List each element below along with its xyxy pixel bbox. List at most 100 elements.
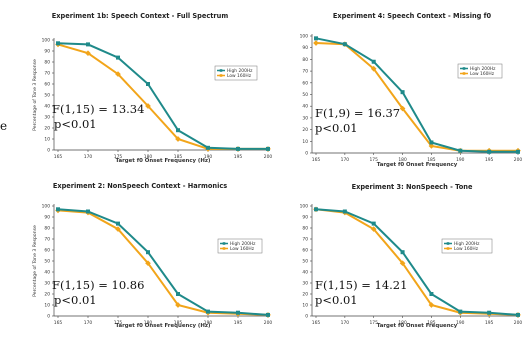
x-tick-label: 190: [456, 157, 465, 163]
x-axis-title: Target f0 Onset Frequency: [377, 323, 458, 329]
legend-box: [217, 238, 263, 254]
y-tick-label: 20: [302, 292, 308, 298]
legend-box: [457, 63, 503, 79]
y-tick-label: 70: [44, 237, 50, 243]
chart-panel-exp3: Experiment 3: NonSpeech - Tone 0 10 20 30 40 5…: [282, 176, 529, 342]
x-tick-label: 180: [144, 154, 153, 160]
y-tick-label: 20: [44, 292, 50, 298]
data-point-high: [86, 209, 90, 214]
y-tick-label: 70: [302, 69, 308, 75]
y-tick-label: 80: [302, 57, 308, 63]
data-point-high: [266, 312, 270, 317]
data-point-low: [145, 260, 151, 267]
x-tick-label: 175: [114, 154, 123, 160]
y-tick-label: 20: [44, 126, 50, 132]
chart-panel-exp2: Experiment 2: NonSpeech Context - Harmon…: [0, 176, 278, 342]
y-tick-label: 30: [44, 115, 50, 121]
stat-p-value: p<0.01: [315, 121, 358, 135]
y-tick-label: 60: [302, 80, 308, 86]
x-tick-label: 200: [264, 154, 273, 160]
stat-f-value: F(1,9) = 16.37: [315, 106, 400, 120]
data-point-high: [56, 207, 60, 212]
data-point-low: [399, 105, 406, 112]
x-axis-title: Target f0 Onset Frequency: [377, 162, 458, 168]
y-tick-label: 50: [302, 259, 308, 265]
x-tick-label: 190: [204, 154, 213, 160]
chart-svg: Experiment 3: NonSpeech - Tone 0 10 20 30 40 5…: [300, 183, 523, 329]
data-point-high: [56, 41, 60, 46]
series-line-0: [315, 208, 519, 316]
data-point-high: [371, 221, 376, 226]
chart-svg: Experiment 2: NonSpeech Context - Harmon…: [32, 182, 273, 329]
y-tick-label: 100: [42, 204, 51, 210]
data-point-high: [146, 250, 150, 255]
x-axis-title: Target f0 Onset Frequency (Hz): [116, 158, 211, 164]
y-tick-label: 80: [44, 226, 50, 232]
x-tick-label: 175: [370, 157, 379, 163]
stat-f-value: F(1,15) = 10.86: [52, 278, 144, 292]
x-tick-label: 175: [370, 320, 379, 326]
data-point-low: [428, 143, 435, 149]
stat-p-value: p<0.01: [315, 293, 358, 307]
chart-svg: Experiment 1b: Speech Context - Full Spe…: [32, 12, 273, 164]
data-point-high: [176, 292, 180, 296]
y-tick-label: 50: [44, 259, 50, 265]
series-line-1: [57, 43, 268, 150]
x-tick-label: 200: [264, 320, 273, 326]
data-point-low: [175, 302, 181, 308]
x-tick-label: 165: [312, 157, 321, 163]
y-tick-label: 70: [302, 237, 308, 243]
y-tick-label: 60: [44, 248, 50, 254]
x-tick-label: 195: [234, 320, 243, 326]
chart-title: Experiment 3: NonSpeech - Tone: [352, 183, 473, 191]
y-tick-label: 90: [44, 49, 50, 55]
data-point-high: [371, 59, 376, 64]
legend-box: [441, 238, 493, 254]
data-point-high: [400, 250, 405, 255]
y-tick-label: 20: [302, 127, 308, 133]
legend-label: Low 160Hz: [454, 246, 479, 252]
data-point-high: [116, 221, 120, 226]
data-point-high: [429, 292, 434, 296]
x-tick-label: 180: [144, 320, 153, 326]
chart-panel-exp1b: Experiment 1b: Speech Context - Full Spe…: [0, 0, 278, 176]
y-axis-title: Percentage of Tone 3 Response: [32, 59, 38, 131]
stat-f-value: F(1,15) = 14.21: [315, 278, 407, 292]
x-tick-label: 200: [514, 320, 523, 326]
x-axis-title: Target f0 Onset Frequency (Hz): [116, 323, 211, 329]
data-point-high: [458, 148, 463, 153]
x-tick-label: 195: [485, 157, 494, 163]
y-axis-title: Percentage of Tone 3 Response: [32, 225, 38, 297]
y-tick-label: 30: [302, 281, 308, 287]
stray-cropped-text: e: [0, 119, 8, 133]
y-tick-label: 0: [305, 314, 308, 320]
legend-label: Low 160Hz: [230, 246, 255, 252]
data-point-high: [206, 309, 210, 314]
series-line-1: [57, 209, 269, 316]
stat-p-value: p<0.01: [54, 117, 97, 131]
data-point-high: [342, 209, 347, 214]
data-point-low: [313, 40, 319, 46]
data-point-high: [236, 146, 240, 151]
data-point-high: [86, 42, 90, 47]
y-tick-label: 50: [44, 93, 50, 99]
x-tick-label: 175: [114, 320, 123, 326]
data-point-high: [146, 82, 150, 86]
y-tick-label: 10: [44, 303, 50, 309]
chart-title: Experiment 1b: Speech Context - Full Spe…: [52, 12, 229, 20]
x-tick-label: 170: [341, 320, 350, 326]
chart-title: Experiment 2: NonSpeech Context - Harmon…: [53, 182, 227, 190]
x-tick-label: 195: [485, 320, 494, 326]
y-tick-label: 0: [305, 151, 308, 157]
legend-marker-0: [446, 242, 450, 245]
data-point-high: [206, 145, 210, 150]
y-tick-label: 0: [47, 148, 50, 154]
legend-marker-0: [222, 242, 226, 245]
data-point-high: [176, 128, 180, 133]
x-tick-label: 180: [398, 320, 407, 326]
y-tick-label: 40: [302, 104, 308, 110]
y-tick-label: 90: [44, 215, 50, 221]
chart-title: Experiment 4: Speech Context - Missing f…: [333, 12, 492, 20]
y-tick-label: 10: [302, 139, 308, 145]
legend-label: High 200Hz: [230, 241, 256, 247]
